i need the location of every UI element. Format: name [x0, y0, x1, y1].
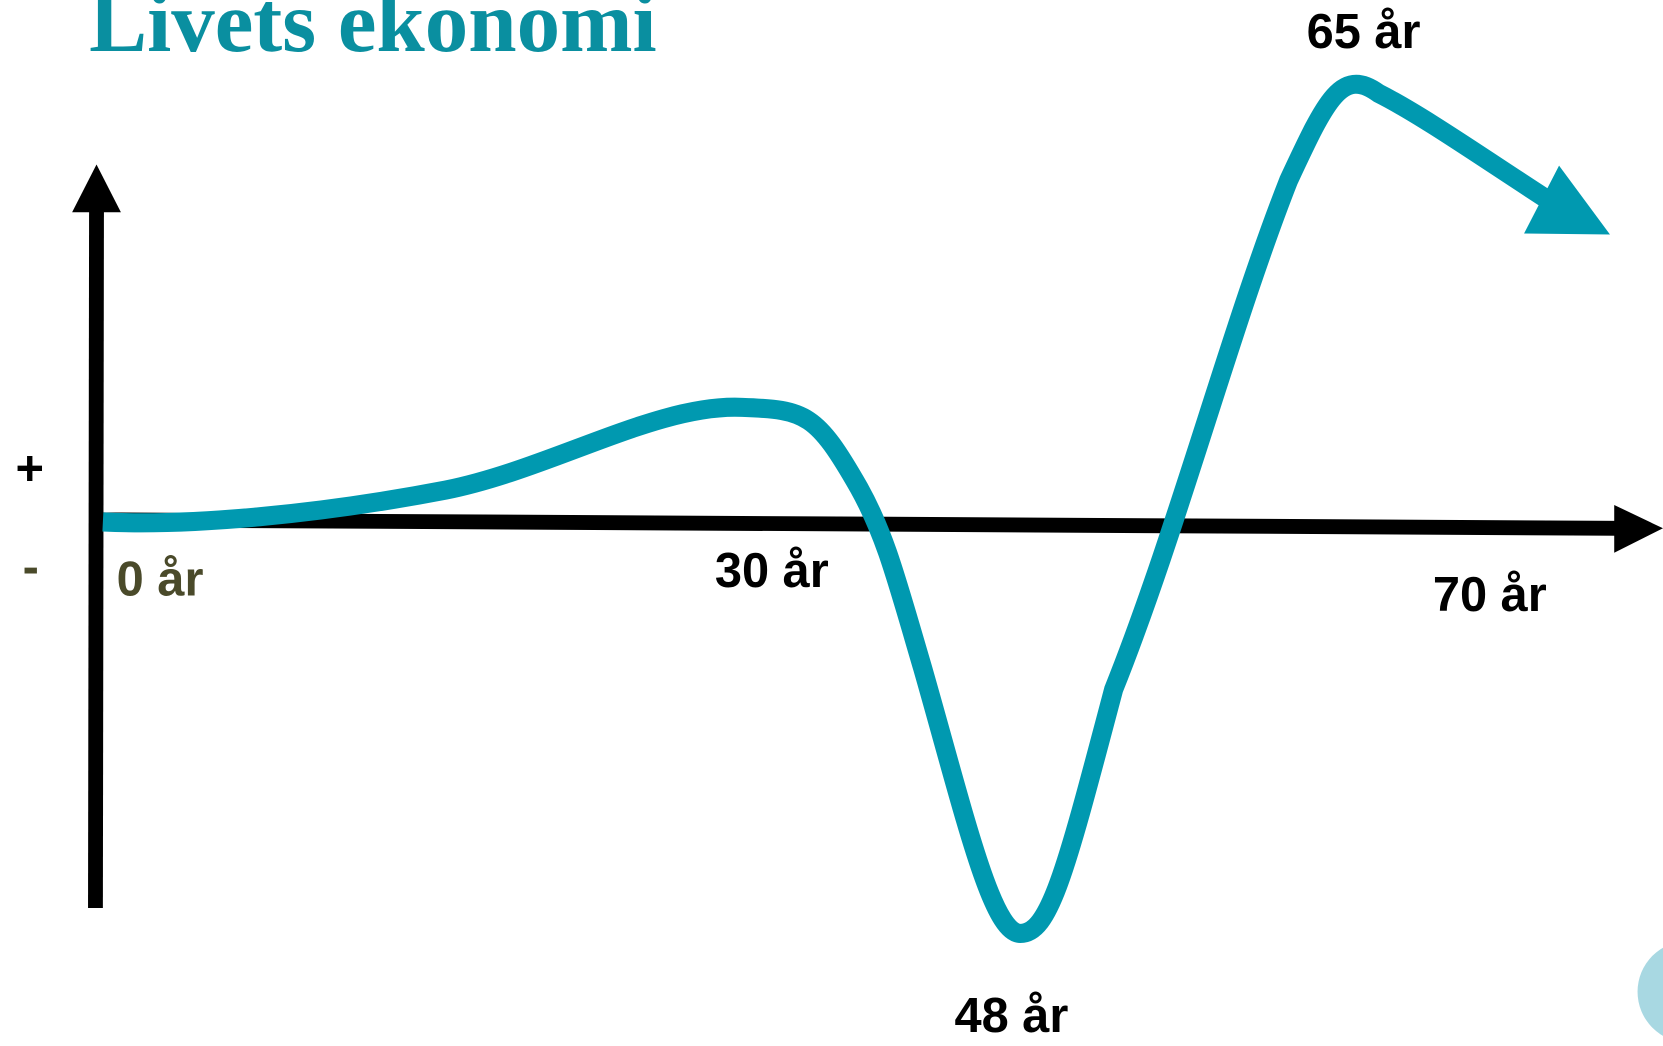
slide-title: Livets ekonomi	[89, 0, 657, 70]
plus-label: +	[15, 442, 43, 496]
life-curve	[102, 74, 1556, 943]
decor-circle	[1637, 947, 1663, 1036]
age-label: 65 år	[1307, 5, 1421, 59]
y-axis-arrow	[72, 164, 121, 213]
age-label: 0 år	[117, 552, 204, 606]
x-axis-arrow	[1614, 504, 1663, 553]
age-label: 30 år	[715, 544, 829, 598]
x-axis	[102, 512, 1619, 536]
minus-label: -	[23, 541, 39, 595]
age-label: 48 år	[955, 989, 1069, 1043]
curve-arrow	[1524, 165, 1610, 235]
age-label: 70 år	[1433, 568, 1547, 622]
y-axis	[88, 207, 104, 909]
